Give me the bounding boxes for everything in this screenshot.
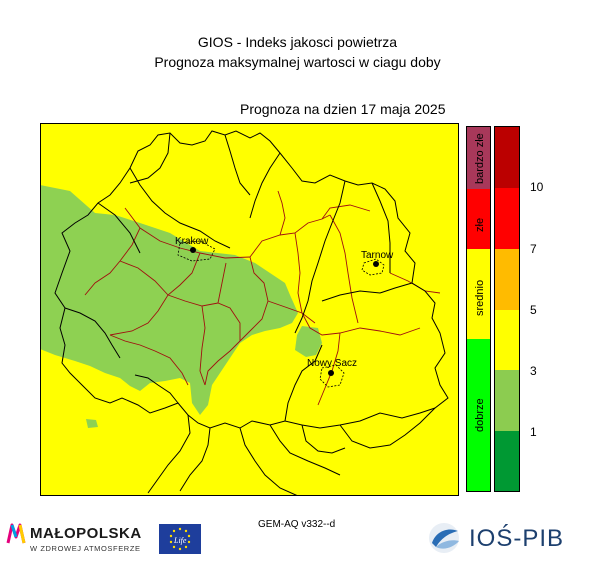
city-marker [373, 261, 379, 267]
legend-swatch-dobrze [466, 339, 491, 492]
legend-label-bardzo-zle: bardzo złe [474, 133, 486, 184]
city-marker [328, 370, 334, 376]
value-scale [494, 126, 520, 492]
green-area-patch [86, 419, 98, 428]
scale-tick-label: 3 [530, 364, 537, 378]
ios-pib-logo-icon [429, 523, 459, 553]
city-label: Nowy Sacz [307, 358, 357, 369]
scale-swatch [494, 431, 520, 492]
scale-swatch [494, 310, 520, 370]
scale-swatch [494, 370, 520, 431]
forecast-date: Prognoza na dzien 17 maja 2025 [240, 101, 446, 117]
scale-frame [494, 126, 520, 492]
green-area-patch [295, 326, 322, 357]
scale-tick-label: 5 [530, 303, 537, 317]
green-area [40, 185, 298, 415]
category-legend: bardzo złe złe srednio dobrze [466, 126, 491, 492]
model-version: GEM-AQ v332--d [258, 519, 336, 530]
scale-swatch [494, 126, 520, 188]
nowy-sacz-outline [319, 364, 345, 388]
city-krakow: Krakow [175, 236, 209, 253]
city-label: Tarnow [361, 250, 394, 261]
legend-swatch-srednio [466, 249, 491, 339]
scale-tick-label: 7 [530, 242, 537, 256]
legend-label-zle: złe [474, 218, 486, 232]
legend-swatch-zle [466, 189, 491, 249]
scale-swatch [494, 188, 520, 249]
city-nowy-sacz: Nowy Sacz [307, 358, 357, 376]
air-quality-map: Krakow Tarnow Nowy Sacz [40, 123, 459, 496]
map-subtitle: Prognoza maksymalnej wartosci w ciagu do… [154, 54, 441, 70]
eu-flag-text: Life [173, 536, 187, 545]
city-marker [190, 247, 196, 253]
city-label: Krakow [175, 236, 209, 247]
malopolska-logo-icon [6, 523, 26, 544]
malopolska-name: MAŁOPOLSKA [30, 525, 142, 542]
krakow-outline [177, 240, 216, 262]
map-title: GIOS - Indeks jakosci powietrza [197, 34, 398, 50]
legend-frame [466, 126, 491, 492]
map-frame [40, 123, 459, 496]
city-tarnow: Tarnow [361, 250, 394, 267]
eu-life-flag-icon: Life [159, 524, 201, 554]
region-borders [54, 130, 449, 496]
scale-tick-label: 10 [530, 180, 544, 194]
legend-label-dobrze: dobrze [474, 398, 486, 432]
malopolska-tagline: W ZDROWEJ ATMOSFERZE [30, 544, 141, 553]
legend-swatch-bardzo-zle [466, 126, 491, 189]
scale-tick-label: 1 [530, 425, 537, 439]
scale-swatch [494, 249, 520, 310]
ios-pib-name: IOŚ-PIB [469, 525, 565, 552]
legend-label-srednio: srednio [474, 280, 486, 316]
